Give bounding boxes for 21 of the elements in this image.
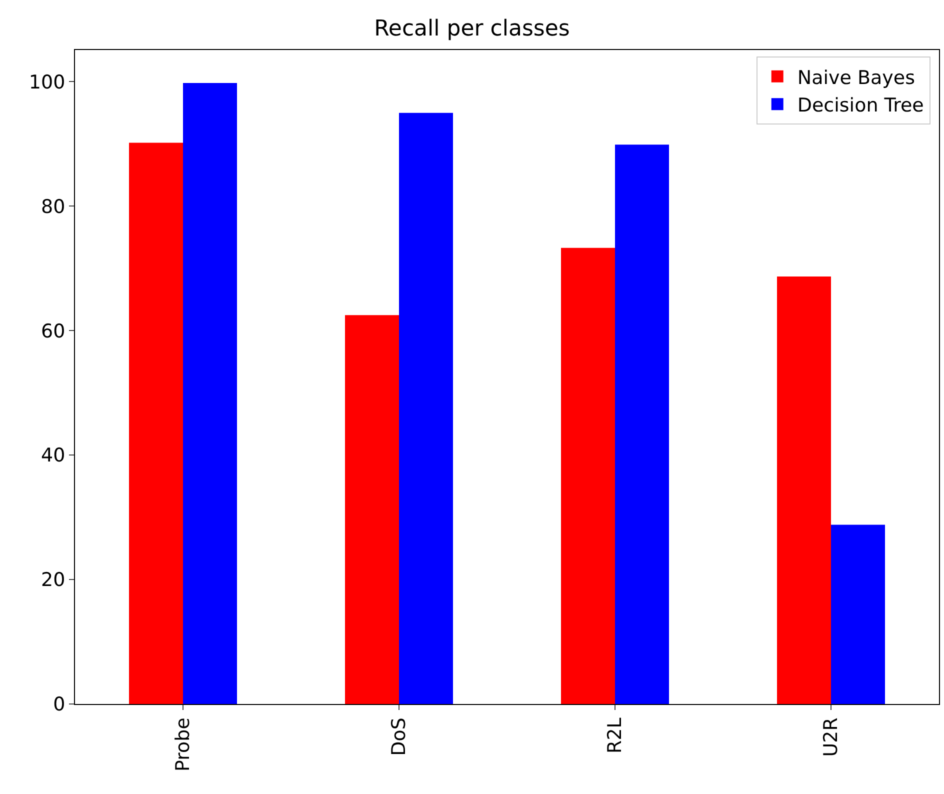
x-tick-label: R2L <box>604 717 626 754</box>
legend-label: Naive Bayes <box>797 66 915 89</box>
bar <box>777 276 831 704</box>
y-tick-label: 20 <box>41 569 66 592</box>
bar <box>345 315 399 704</box>
bar <box>129 142 183 704</box>
legend-label: Decision Tree <box>797 94 924 116</box>
y-tick-label: 40 <box>41 444 66 467</box>
bar <box>183 82 237 704</box>
y-tick-label: 100 <box>28 71 66 94</box>
bar <box>615 144 669 704</box>
y-tick-label: 60 <box>41 320 66 342</box>
chart-title: Recall per classes <box>374 16 570 42</box>
bar <box>399 112 453 704</box>
y-tick-label: 0 <box>53 694 66 716</box>
bar <box>561 248 615 704</box>
bar <box>831 524 885 704</box>
x-tick-label: U2R <box>820 718 842 757</box>
y-tick-label: 80 <box>41 196 66 218</box>
x-tick-label: Probe <box>172 718 194 772</box>
x-tick-label: DoS <box>388 718 410 756</box>
